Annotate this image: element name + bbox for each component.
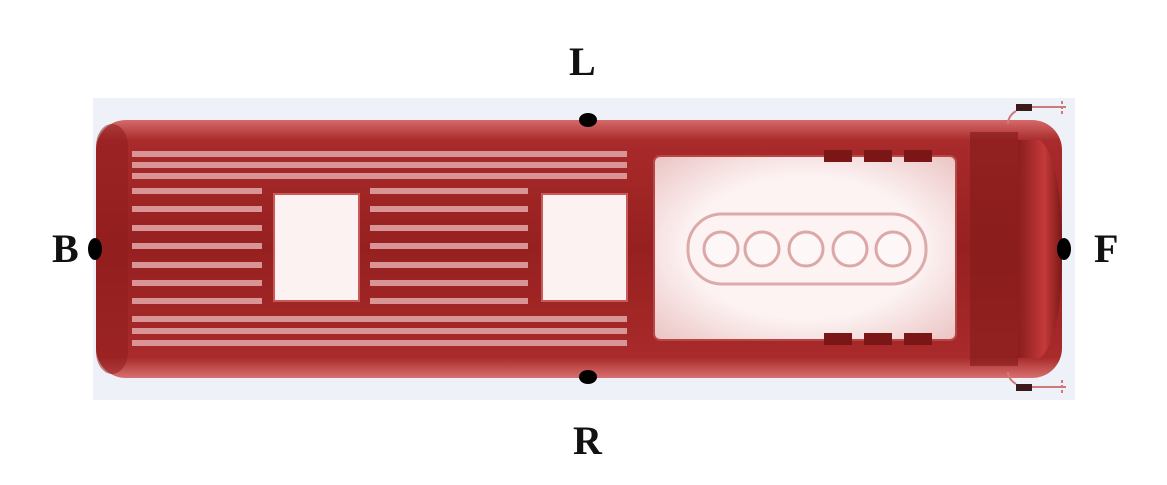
side-tab xyxy=(864,333,892,345)
vent-slat xyxy=(132,206,262,212)
front-mirror-top xyxy=(1007,101,1066,125)
vent-slat xyxy=(370,280,528,286)
vent-slat xyxy=(132,225,262,231)
marker-right xyxy=(579,370,597,384)
vent-slat xyxy=(132,173,627,179)
label-left: L xyxy=(569,39,596,84)
engine-cylinders xyxy=(702,230,912,268)
vent-slat xyxy=(370,298,528,304)
side-tab xyxy=(904,150,932,162)
front-mirror-bottom xyxy=(1007,371,1066,394)
front-cab-frame xyxy=(970,132,1018,366)
body-back-edge xyxy=(96,124,128,374)
vent-slat xyxy=(132,328,627,334)
side-tabs xyxy=(824,150,932,345)
vent-slats xyxy=(132,151,627,346)
side-tab xyxy=(904,333,932,345)
vent-slat xyxy=(132,280,262,286)
front-cab xyxy=(1018,140,1062,358)
vent-slat xyxy=(132,162,627,168)
engine-cylinder xyxy=(702,230,740,268)
side-tab xyxy=(864,150,892,162)
vent-slat xyxy=(132,151,627,157)
label-back: B xyxy=(52,226,79,271)
engine-cylinder xyxy=(787,230,825,268)
roof-hatch xyxy=(541,193,628,302)
vent-slat xyxy=(370,262,528,268)
side-tab xyxy=(824,150,852,162)
roof-hatch xyxy=(273,193,360,302)
marker-left xyxy=(579,113,597,127)
vent-slat xyxy=(370,188,528,194)
label-front: F xyxy=(1094,226,1119,271)
engine-block xyxy=(686,212,928,286)
vent-slat xyxy=(132,243,262,249)
vent-slat xyxy=(132,298,262,304)
engine-cylinder xyxy=(874,230,912,268)
vent-slat xyxy=(132,316,627,322)
vent-slat xyxy=(132,340,627,346)
side-tab xyxy=(824,333,852,345)
vent-slat xyxy=(370,225,528,231)
label-right: R xyxy=(573,418,602,463)
marker-back xyxy=(88,238,102,260)
vent-slat xyxy=(132,188,262,194)
vent-slat xyxy=(370,206,528,212)
vent-slat xyxy=(370,243,528,249)
engine-cylinder xyxy=(831,230,869,268)
marker-front xyxy=(1057,238,1071,260)
engine-cylinder xyxy=(743,230,781,268)
vent-slat xyxy=(132,262,262,268)
